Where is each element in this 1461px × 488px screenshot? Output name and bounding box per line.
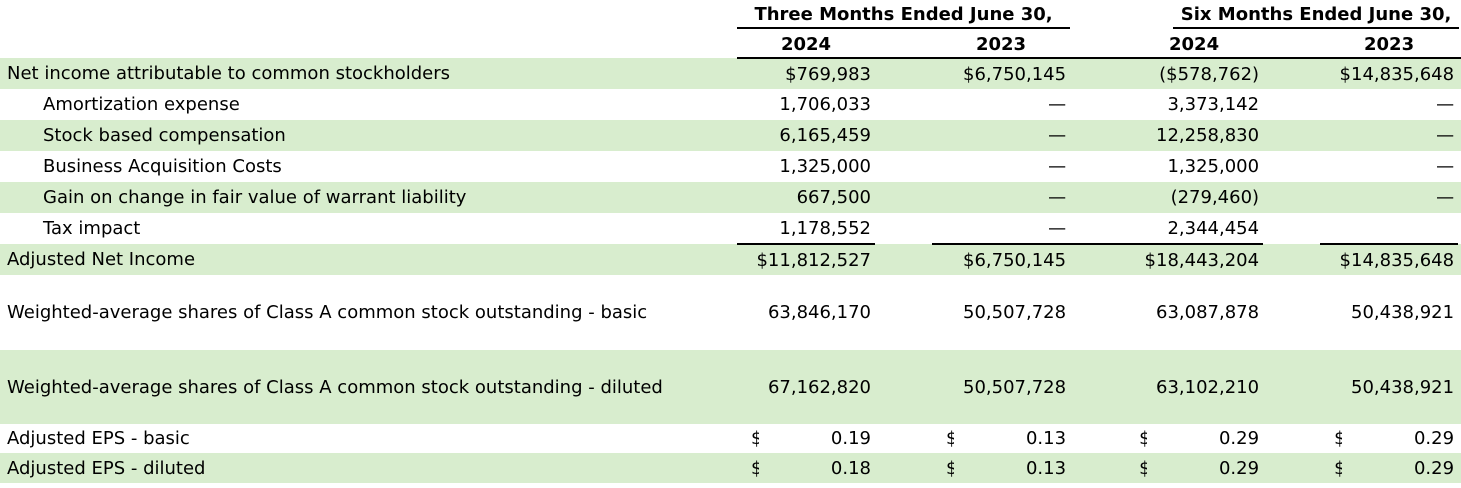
cell-value: —	[1048, 156, 1067, 177]
cell-value: 0.19	[830, 428, 871, 449]
row-label: Adjusted EPS - basic	[7, 428, 190, 449]
row-label: Weighted-average shares of Class A commo…	[7, 376, 663, 398]
cell-value: —	[1048, 187, 1067, 208]
cell-value: 0.29	[1413, 457, 1455, 479]
currency-symbol: $	[1139, 457, 1148, 479]
row-label: Weighted-average shares of Class A commo…	[7, 302, 648, 323]
spacer-row	[0, 328, 1461, 350]
cell-value: 67,162,820	[767, 376, 871, 398]
cell-value: 1,178,552	[779, 217, 871, 239]
column-group-label: Three Months Ended June 30,	[737, 4, 1071, 29]
cell-value: 1,706,033	[779, 94, 871, 115]
cell-value: $11,812,527	[737, 243, 875, 275]
cell-value: —	[1436, 94, 1455, 115]
cell-value: (279,460)	[1170, 187, 1260, 208]
table-row-amortization: Amortization expense 1,706,033 — 3,373,1…	[0, 89, 1461, 120]
cell-value: —	[1048, 125, 1067, 146]
table-row-eps-diluted: Adjusted EPS - diluted $ 0.18 $ 0.13 $ 0…	[0, 453, 1461, 483]
table-row-tax-impact: Tax impact 1,178,552 — 2,344,454	[0, 213, 1461, 244]
cell-value: 1,325,000	[779, 156, 871, 177]
spacer-row	[0, 483, 1461, 488]
table-row-warrant-liability: Gain on change in fair value of warrant …	[0, 182, 1461, 213]
table-row-stock-compensation: Stock based compensation 6,165,459 — 12,…	[0, 120, 1461, 151]
header-year-row: 2024 2023 2024 2023	[0, 32, 1461, 59]
table-row-acquisition-costs: Business Acquisition Costs 1,325,000 — 1…	[0, 151, 1461, 182]
cell-value: $769,983	[785, 63, 871, 85]
currency-symbol: $	[946, 428, 954, 449]
row-label: Adjusted Net Income	[7, 249, 196, 270]
currency-symbol: $	[1139, 428, 1148, 449]
cell-value: $14,835,648	[1320, 243, 1459, 275]
cell-value: —	[1436, 156, 1455, 177]
cell-value: 63,102,210	[1156, 376, 1260, 398]
cell-value: 0.13	[1025, 457, 1067, 479]
currency-symbol: $	[1334, 457, 1343, 479]
cell-value: 0.29	[1413, 428, 1455, 449]
row-label: Net income attributable to common stockh…	[7, 63, 451, 84]
row-label: Gain on change in fair value of warrant …	[43, 187, 467, 208]
cell-value: —	[1436, 125, 1455, 146]
year-header: 2023	[932, 32, 1071, 59]
cell-value: —	[1436, 187, 1455, 208]
currency-symbol: $	[946, 457, 954, 479]
cell-value: $6,750,145	[963, 63, 1067, 85]
cell-value: —	[1048, 94, 1067, 115]
table-row-weighted-shares-diluted: Weighted-average shares of Class A commo…	[0, 350, 1461, 424]
cell-value: 50,438,921	[1351, 376, 1455, 398]
row-label: Tax impact	[43, 218, 141, 239]
cell-value: 12,258,830	[1156, 125, 1260, 146]
row-label: Stock based compensation	[43, 125, 286, 146]
cell-value	[1320, 213, 1458, 244]
column-group-label: Six Months Ended June 30,	[1173, 4, 1460, 29]
year-header: 2023	[1320, 32, 1459, 59]
currency-symbol: $	[751, 428, 759, 449]
cell-value: 50,438,921	[1351, 302, 1455, 323]
table-row-adjusted-net-income: Adjusted Net Income $11,812,527 $6,750,1…	[0, 243, 1461, 275]
cell-value: 6,165,459	[779, 125, 871, 146]
column-group-header-six-months: Six Months Ended June 30,	[1125, 0, 1461, 32]
cell-value: 63,846,170	[767, 302, 871, 323]
cell-value: 667,500	[796, 187, 871, 208]
cell-value: 63,087,878	[1156, 302, 1260, 323]
currency-symbol: $	[1334, 428, 1343, 449]
cell-value: 0.29	[1218, 428, 1260, 449]
table-row-weighted-shares-basic: Weighted-average shares of Class A commo…	[0, 297, 1461, 328]
cell-value: 2,344,454	[1167, 217, 1260, 239]
table-row-eps-basic: Adjusted EPS - basic $ 0.19 $ 0.13 $ 0.2…	[0, 424, 1461, 453]
cell-value: 1,325,000	[1167, 156, 1260, 177]
year-header: 2024	[1125, 32, 1264, 59]
cell-value: 50,507,728	[963, 376, 1067, 398]
spacer-row	[0, 275, 1461, 297]
cell-value: ($578,762)	[1159, 63, 1260, 85]
cell-value: 50,507,728	[963, 302, 1067, 323]
cell-value: $18,443,204	[1125, 243, 1264, 275]
cell-value: 0.13	[1025, 428, 1067, 449]
currency-symbol: $	[751, 457, 759, 479]
cell-value: 3,373,142	[1167, 94, 1260, 115]
row-label: Business Acquisition Costs	[43, 156, 282, 177]
cell-value: $6,750,145	[932, 243, 1071, 275]
column-group-header-three-months: Three Months Ended June 30,	[737, 0, 1071, 32]
cell-value: 0.18	[830, 457, 871, 479]
cell-value: —	[1048, 217, 1067, 239]
cell-value: $14,835,648	[1339, 63, 1455, 85]
cell-value: 0.29	[1218, 457, 1260, 479]
year-header: 2024	[737, 32, 875, 59]
row-label: Amortization expense	[43, 94, 240, 115]
row-label: Adjusted EPS - diluted	[7, 457, 206, 479]
header-group-row: Three Months Ended June 30, Six Months E…	[0, 0, 1461, 32]
table-row-net-income: Net income attributable to common stockh…	[0, 58, 1461, 89]
